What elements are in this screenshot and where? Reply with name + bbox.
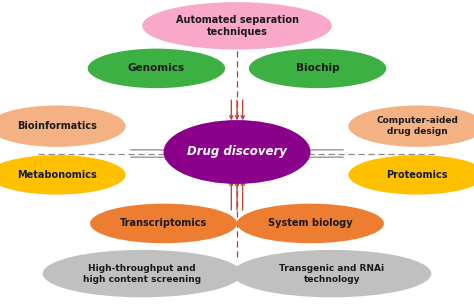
Text: Genomics: Genomics [128, 64, 185, 73]
Text: Transcriptomics: Transcriptomics [120, 219, 207, 228]
Ellipse shape [90, 204, 237, 243]
Ellipse shape [232, 250, 431, 297]
Ellipse shape [0, 155, 126, 195]
Ellipse shape [0, 105, 126, 147]
Text: Proteomics: Proteomics [386, 170, 448, 180]
Text: Drug discovery: Drug discovery [187, 146, 287, 158]
Ellipse shape [348, 155, 474, 195]
Text: Computer-aided
drug design: Computer-aided drug design [376, 116, 458, 136]
Ellipse shape [249, 49, 386, 88]
Ellipse shape [237, 204, 384, 243]
Ellipse shape [164, 120, 310, 184]
Text: Biochip: Biochip [296, 64, 339, 73]
Ellipse shape [43, 250, 242, 297]
Text: Automated separation
techniques: Automated separation techniques [175, 15, 299, 37]
Text: System biology: System biology [268, 219, 353, 228]
Text: High-throughput and
high content screening: High-throughput and high content screeni… [83, 264, 201, 284]
Ellipse shape [88, 49, 225, 88]
Ellipse shape [142, 2, 332, 50]
Text: Bioinformatics: Bioinformatics [17, 121, 97, 131]
Ellipse shape [348, 105, 474, 147]
Text: Transgenic and RNAi
technology: Transgenic and RNAi technology [279, 264, 384, 284]
Text: Metabonomics: Metabonomics [17, 170, 97, 180]
